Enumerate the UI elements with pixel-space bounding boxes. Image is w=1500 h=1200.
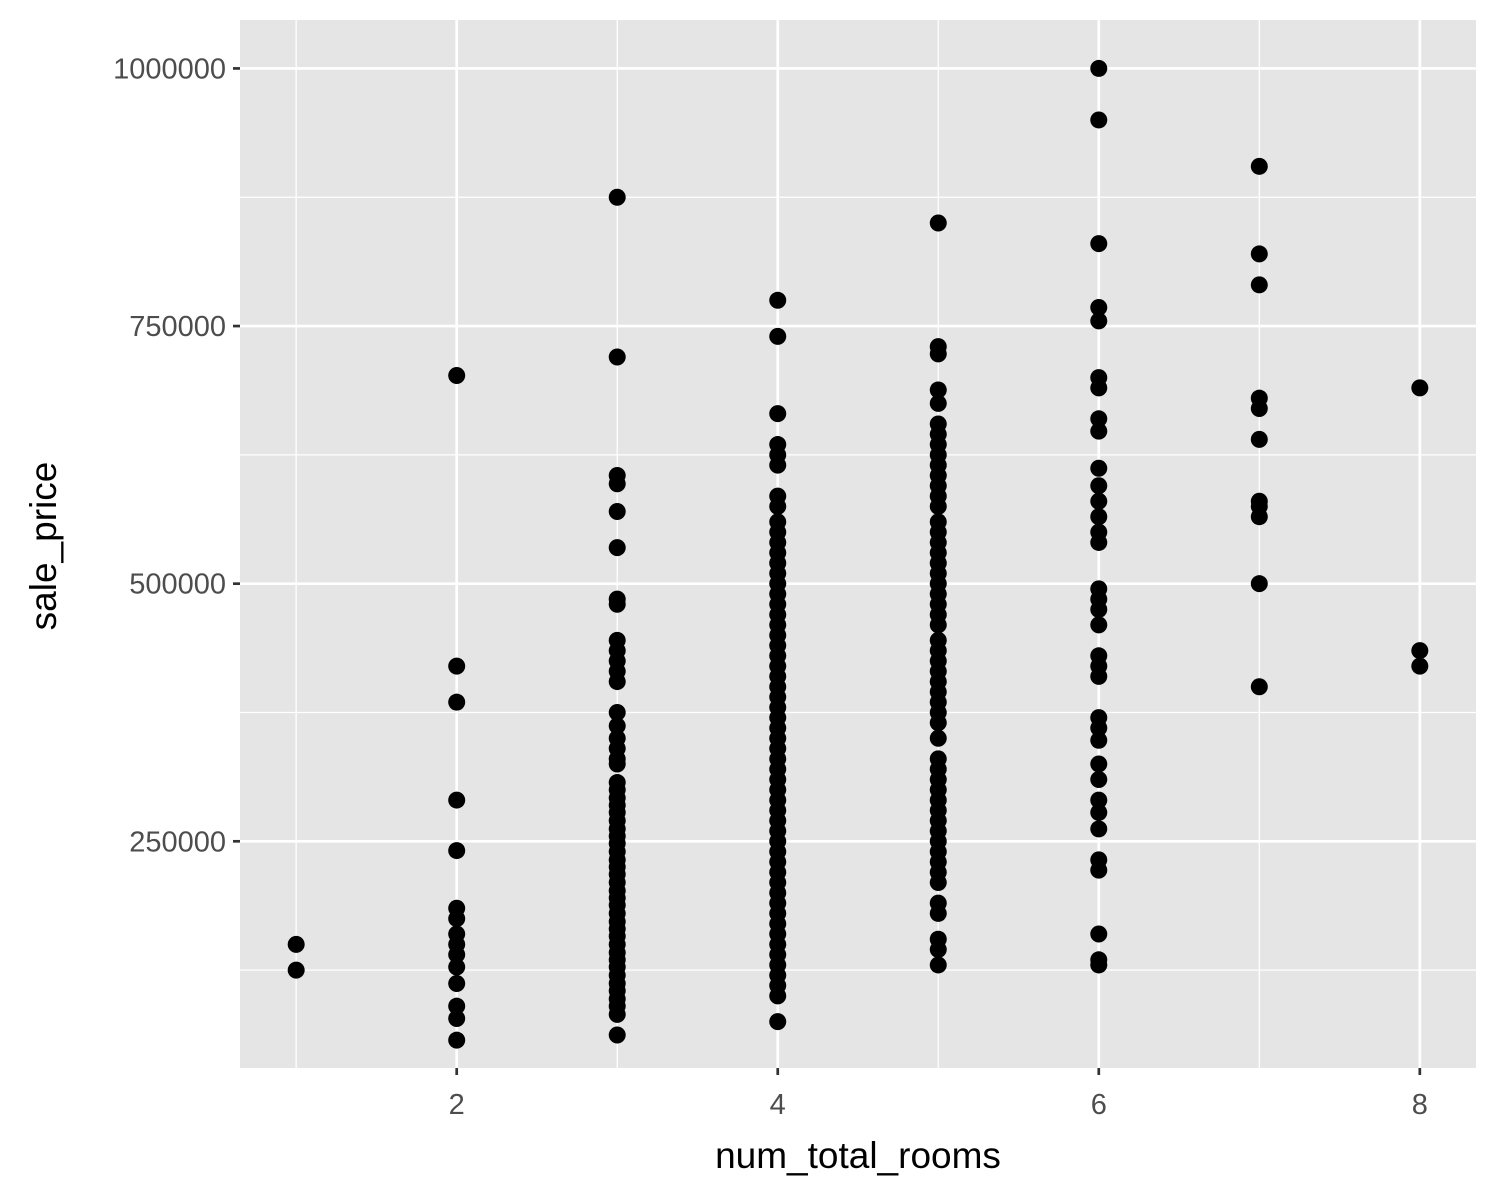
data-point	[1250, 430, 1268, 448]
y-tick-label: 1000000	[113, 53, 226, 85]
data-point	[1090, 312, 1108, 330]
data-point	[1411, 379, 1429, 397]
data-point	[1090, 667, 1108, 685]
data-point	[1090, 925, 1108, 943]
x-tick-label: 2	[449, 1089, 465, 1121]
data-point	[769, 1013, 787, 1031]
data-point	[1250, 399, 1268, 417]
data-points	[287, 59, 1429, 1049]
data-point	[448, 910, 466, 928]
data-point	[608, 503, 626, 521]
data-point	[608, 1005, 626, 1023]
data-point	[769, 987, 787, 1005]
y-tick-label: 750000	[129, 311, 226, 343]
data-point	[608, 1026, 626, 1044]
data-point	[608, 595, 626, 613]
data-point	[1250, 276, 1268, 294]
data-point	[1090, 956, 1108, 974]
data-point	[608, 475, 626, 493]
data-point	[448, 693, 466, 711]
x-axis-title: num_total_rooms	[715, 1135, 1001, 1176]
data-point	[1090, 235, 1108, 253]
data-point	[1090, 299, 1108, 317]
data-point	[1090, 803, 1108, 821]
data-point	[1250, 157, 1268, 175]
data-point	[448, 997, 466, 1015]
data-point	[1090, 600, 1108, 618]
data-point	[929, 381, 947, 399]
data-point	[1090, 820, 1108, 838]
data-point	[929, 904, 947, 922]
data-point	[1090, 719, 1108, 737]
data-point	[929, 214, 947, 232]
data-point	[929, 616, 947, 634]
data-point	[608, 703, 626, 721]
data-point	[1090, 791, 1108, 809]
data-point	[1090, 533, 1108, 551]
data-point	[448, 975, 466, 993]
data-point	[1090, 111, 1108, 129]
data-point	[608, 539, 626, 557]
data-point	[1090, 861, 1108, 879]
y-axis: 250000 500000 750000 1000000	[113, 53, 240, 858]
data-point	[448, 657, 466, 675]
data-point	[1090, 410, 1108, 428]
y-tick-label: 250000	[129, 826, 226, 858]
data-point	[287, 961, 305, 979]
data-point	[929, 394, 947, 412]
data-point	[929, 497, 947, 515]
data-point	[448, 842, 466, 860]
data-point	[1090, 755, 1108, 773]
data-point	[608, 717, 626, 735]
data-point	[608, 755, 626, 773]
data-point	[769, 497, 787, 515]
data-point	[1090, 459, 1108, 477]
data-point	[1090, 770, 1108, 788]
data-point	[929, 714, 947, 732]
data-point	[608, 188, 626, 206]
x-tick-label: 8	[1412, 1089, 1428, 1121]
data-point	[287, 935, 305, 953]
x-tick-label: 6	[1091, 1089, 1107, 1121]
data-point	[1090, 616, 1108, 634]
data-point	[1090, 731, 1108, 749]
data-point	[448, 791, 466, 809]
data-point	[929, 345, 947, 363]
data-point	[608, 673, 626, 691]
data-point	[1090, 492, 1108, 510]
data-point	[929, 729, 947, 747]
data-point	[1250, 678, 1268, 696]
data-point	[929, 874, 947, 892]
data-point	[448, 946, 466, 964]
data-point	[1090, 379, 1108, 397]
x-axis: 2 4 6 8	[449, 1068, 1428, 1121]
x-tick-label: 4	[770, 1089, 786, 1121]
data-point	[769, 456, 787, 474]
data-point	[608, 348, 626, 366]
data-point	[929, 940, 947, 958]
data-point	[1250, 508, 1268, 526]
data-point	[929, 956, 947, 974]
data-point	[1090, 422, 1108, 440]
data-point	[448, 1031, 466, 1049]
data-point	[769, 291, 787, 309]
data-point	[769, 327, 787, 345]
y-tick-label: 500000	[129, 569, 226, 601]
data-point	[1250, 575, 1268, 593]
data-point	[769, 405, 787, 423]
data-point	[1090, 508, 1108, 526]
data-point	[448, 958, 466, 976]
data-point	[1250, 245, 1268, 263]
data-point	[1090, 477, 1108, 495]
panel-background	[240, 20, 1476, 1068]
data-point	[448, 1010, 466, 1028]
data-point	[1411, 642, 1429, 660]
data-point	[448, 367, 466, 385]
y-axis-title: sale_price	[23, 462, 64, 631]
data-point	[1090, 59, 1108, 77]
data-point	[1411, 657, 1429, 675]
